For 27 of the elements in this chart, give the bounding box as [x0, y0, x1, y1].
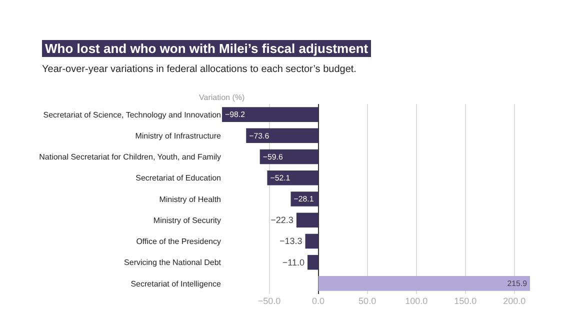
data-label: −22.3 — [270, 215, 294, 226]
x-tick-label: 100.0 — [405, 296, 428, 306]
x-tick-label: 0.0 — [312, 296, 325, 306]
y-tick-label: Office of the Presidency — [136, 237, 221, 246]
chart-subtitle: Year-over-year variations in federal allocations to each sector’s budget. — [42, 64, 356, 75]
y-tick-label: Servicing the National Debt — [124, 258, 222, 268]
data-label: −11.0 — [282, 257, 305, 268]
x-tick-label: 50.0 — [358, 296, 376, 306]
x-tick-label: 200.0 — [503, 296, 526, 306]
y-tick-label: Secretariat of Intelligence — [130, 279, 222, 288]
data-label: −13.3 — [279, 236, 302, 246]
x-tick-label: −50.0 — [258, 296, 281, 306]
data-label: −73.6 — [249, 131, 270, 140]
y-tick-label: Secretariat of Education — [136, 174, 221, 183]
data-label: −52.1 — [270, 174, 290, 183]
x-axis-title: Variation (%) — [199, 93, 245, 102]
x-tick-label: 150.0 — [454, 296, 477, 306]
y-tick-label: Ministry of Infrastructure — [135, 131, 222, 140]
chart-title: Who lost and who won with Milei’s fiscal adjustment — [42, 40, 372, 57]
y-tick-label: National Secretariat for Children, Youth, and Family — [39, 152, 221, 162]
data-label: −59.6 — [262, 152, 284, 162]
data-label: 215.9 — [507, 279, 527, 288]
data-label: −28.1 — [294, 194, 314, 204]
y-tick-label: Secretariat of Science, Technology and Innovation — [43, 110, 221, 120]
data-label: −98.2 — [225, 110, 245, 120]
y-tick-label: Ministry of Security — [153, 216, 221, 225]
y-tick-label: Ministry of Health — [159, 194, 221, 204]
